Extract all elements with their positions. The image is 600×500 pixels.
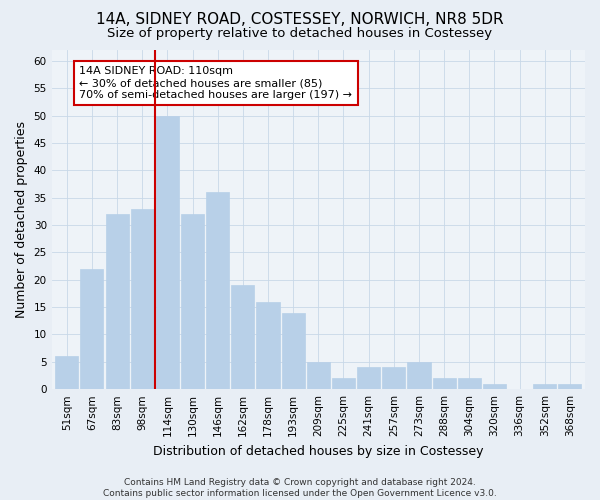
Text: Size of property relative to detached houses in Costessey: Size of property relative to detached ho… — [107, 28, 493, 40]
Bar — [256, 302, 280, 389]
Bar — [559, 384, 581, 389]
Bar — [231, 285, 254, 389]
Text: 14A, SIDNEY ROAD, COSTESSEY, NORWICH, NR8 5DR: 14A, SIDNEY ROAD, COSTESSEY, NORWICH, NR… — [96, 12, 504, 28]
Bar — [407, 362, 431, 389]
Bar — [307, 362, 330, 389]
Bar — [281, 312, 305, 389]
Y-axis label: Number of detached properties: Number of detached properties — [15, 121, 28, 318]
Bar — [80, 269, 103, 389]
Bar — [55, 356, 79, 389]
Bar — [332, 378, 355, 389]
Bar — [131, 208, 154, 389]
Bar — [382, 368, 406, 389]
Bar — [206, 192, 229, 389]
Bar — [181, 214, 204, 389]
Bar — [533, 384, 556, 389]
Bar — [483, 384, 506, 389]
X-axis label: Distribution of detached houses by size in Costessey: Distribution of detached houses by size … — [153, 444, 484, 458]
Bar — [433, 378, 455, 389]
Text: Contains HM Land Registry data © Crown copyright and database right 2024.
Contai: Contains HM Land Registry data © Crown c… — [103, 478, 497, 498]
Bar — [357, 368, 380, 389]
Bar — [106, 214, 128, 389]
Bar — [156, 116, 179, 389]
Bar — [458, 378, 481, 389]
Text: 14A SIDNEY ROAD: 110sqm
← 30% of detached houses are smaller (85)
70% of semi-de: 14A SIDNEY ROAD: 110sqm ← 30% of detache… — [79, 66, 352, 100]
